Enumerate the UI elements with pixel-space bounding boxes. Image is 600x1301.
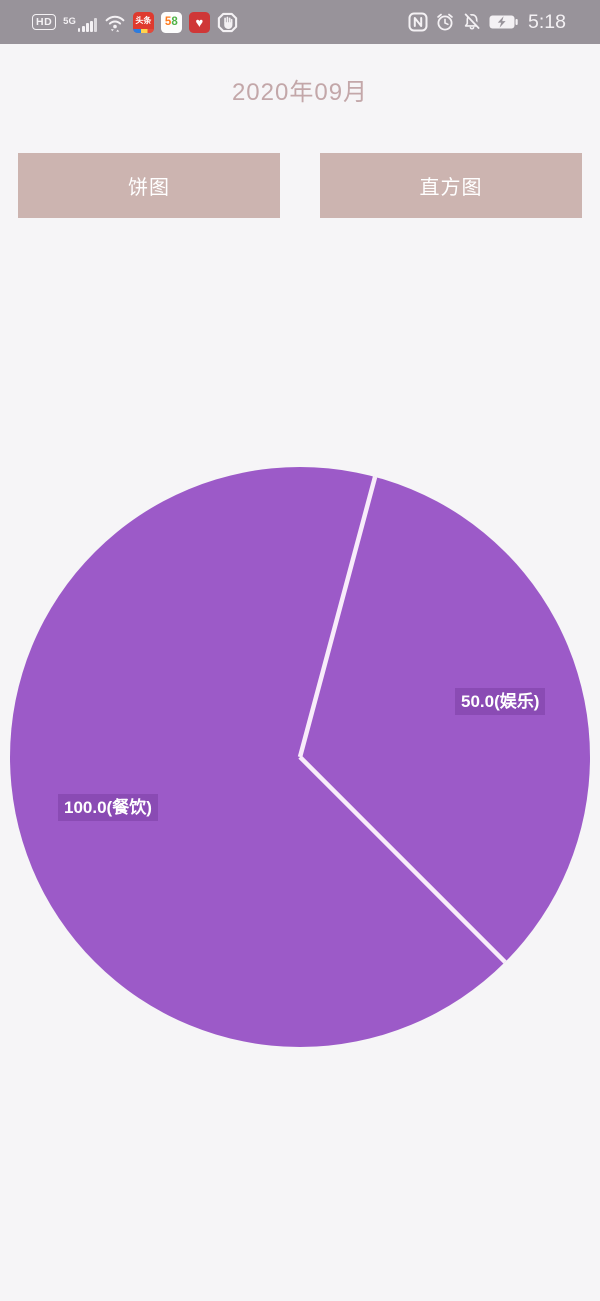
clock-time: 5:18 xyxy=(528,10,566,33)
58-app-digit-5: 5 xyxy=(164,16,172,28)
pie-slice-label-entertainment: 50.0(娱乐) xyxy=(455,688,546,715)
network-type-label: 5G xyxy=(63,16,76,27)
histogram-button[interactable]: 直方图 xyxy=(320,153,582,218)
pie-slice-label-dining: 100.0(餐饮) xyxy=(58,794,158,821)
status-bar-right: 5:18 xyxy=(408,11,566,34)
signal-strength-bars xyxy=(77,17,97,32)
toutiao-app-icon: 头条 xyxy=(132,11,154,33)
hand-octagon-icon xyxy=(217,12,238,33)
signal-bars-icon: 5G xyxy=(63,12,97,32)
pie-chart-button[interactable]: 饼图 xyxy=(18,153,280,218)
heart-app-icon: ♥ xyxy=(188,11,210,33)
muted-bell-icon xyxy=(462,12,482,32)
toutiao-app-label: 头条 xyxy=(135,15,152,25)
heart-glyph: ♥ xyxy=(195,14,204,30)
58-app-digit-8: 8 xyxy=(171,16,178,28)
toutiao-app-strip xyxy=(132,28,154,33)
hd-badge: HD xyxy=(32,14,57,30)
battery-charging-icon xyxy=(489,15,518,29)
58-app-icon: 5 8 xyxy=(160,11,182,33)
wifi-icon xyxy=(104,12,126,33)
status-bar-left: HD 5G 头条 5 8 xyxy=(32,11,238,33)
page-title: 2020年09月 xyxy=(231,79,369,106)
status-bar: HD 5G 头条 5 8 xyxy=(0,0,600,44)
alarm-clock-icon xyxy=(435,12,455,32)
nfc-icon xyxy=(408,12,428,32)
